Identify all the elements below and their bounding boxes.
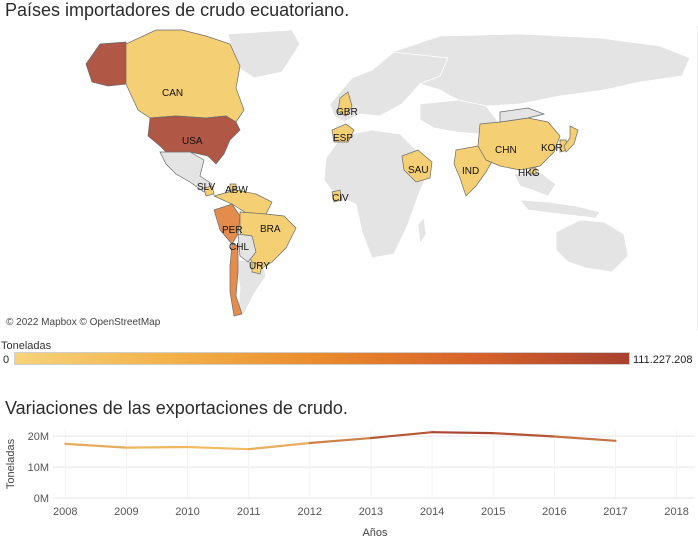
choropleth-map[interactable]: CAN USA GBR ESP SAU CHN KOR IND HKG SLV … [0, 26, 698, 331]
map-title: Países importadores de crudo ecuatoriano… [5, 0, 350, 20]
x-tick-label: 2017 [603, 506, 627, 518]
y-axis-title: Toneladas [5, 438, 17, 489]
label-per: PER [222, 225, 243, 236]
x-tick-label: 2014 [420, 506, 444, 518]
x-tick-label: 2011 [237, 506, 261, 518]
x-tick-label: 2010 [175, 506, 199, 518]
country-usa-alaska[interactable] [85, 41, 127, 87]
label-esp: ESP [333, 133, 353, 144]
world-map: CAN USA GBR ESP SAU CHN KOR IND HKG SLV … [85, 29, 691, 317]
line-segment[interactable] [64, 442, 128, 449]
line-chart: 20M 10M 0M Toneladas 2008 2009 2010 2011 201… [5, 430, 695, 538]
chart-title: Variaciones de las exportaciones de crud… [5, 398, 348, 418]
label-sau: SAU [408, 165, 429, 176]
country-bolivia-paraguay [237, 233, 257, 263]
line-segment[interactable] [430, 431, 495, 435]
legend-min-label: 0 [3, 354, 10, 366]
label-abw: ABW [225, 185, 248, 196]
y-tick-label: 0M [34, 493, 49, 505]
label-hkg: HKG [518, 168, 540, 179]
x-tick-label: 2013 [359, 506, 383, 518]
label-bra: BRA [260, 224, 281, 235]
madagascar-shape [417, 217, 427, 246]
label-can: CAN [162, 88, 183, 99]
country-chl[interactable] [229, 243, 243, 317]
country-civ[interactable] [331, 189, 343, 203]
legend-title: Toneladas [1, 340, 52, 352]
country-can[interactable] [125, 29, 245, 123]
label-ind: IND [462, 166, 479, 177]
label-ury: URY [249, 261, 270, 272]
color-legend-bar [14, 352, 630, 365]
x-tick-label: 2018 [664, 506, 688, 518]
country-sau[interactable] [401, 149, 433, 183]
x-tick-label: 2015 [481, 506, 505, 518]
country-ury[interactable] [251, 261, 263, 275]
x-tick-label: 2012 [298, 506, 322, 518]
label-civ: CIV [332, 193, 349, 204]
country-hkg[interactable] [529, 167, 537, 175]
label-kor: KOR [541, 143, 563, 154]
country-per[interactable] [213, 203, 241, 245]
label-chn: CHN [495, 145, 517, 156]
x-axis: 2008 2009 2010 2011 2012 2013 2014 2015 2016 2017… [53, 506, 689, 518]
x-axis-title: Años [362, 527, 388, 538]
map-attribution[interactable]: © 2022 Mapbox © OpenStreetMap [6, 317, 161, 328]
country-gbr[interactable] [337, 91, 353, 117]
country-south-america-north[interactable] [212, 189, 273, 215]
label-usa: USA [182, 136, 203, 147]
line-segment[interactable] [308, 436, 373, 445]
australia-shape [555, 219, 629, 273]
line-segment[interactable] [247, 441, 311, 451]
line-segment[interactable] [492, 431, 556, 438]
southeast-asia-shape [513, 171, 557, 197]
country-slv[interactable] [203, 185, 215, 197]
label-gbr: GBR [336, 107, 358, 118]
country-labels: CAN USA GBR ESP SAU CHN KOR IND HKG SLV … [162, 88, 563, 272]
indonesia-shape [519, 199, 601, 219]
country-esp[interactable] [331, 123, 355, 143]
x-tick-label: 2016 [542, 506, 566, 518]
line-segment[interactable] [186, 445, 250, 451]
y-tick-label: 10M [28, 462, 49, 474]
y-tick-label: 20M [28, 431, 49, 443]
label-slv: SLV [197, 182, 215, 193]
country-japan[interactable] [563, 125, 579, 153]
line-segment[interactable] [553, 435, 617, 442]
country-mongolia [499, 107, 546, 123]
y-axis: 20M 10M 0M [28, 431, 49, 505]
chart-grid [53, 430, 695, 499]
line-segment[interactable] [125, 445, 189, 449]
x-tick-label: 2008 [53, 506, 77, 518]
label-chl: CHL [229, 242, 249, 253]
russia-shape [391, 33, 691, 107]
line-segment[interactable] [369, 431, 434, 440]
x-tick-label: 2009 [114, 506, 138, 518]
legend-max-label: 111.227.208 [633, 354, 693, 366]
series-exportaciones[interactable] [64, 431, 617, 451]
